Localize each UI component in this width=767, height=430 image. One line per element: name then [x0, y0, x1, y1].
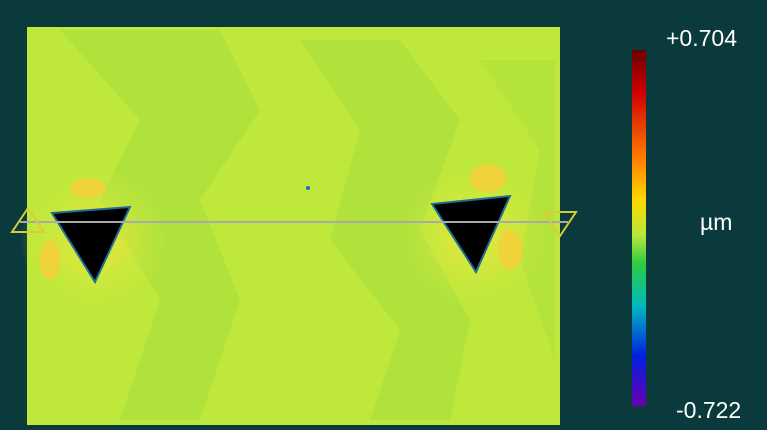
- height-map: [10, 27, 578, 425]
- color-scale: [632, 50, 646, 406]
- scale-max: +0.704: [666, 25, 737, 51]
- scale-unit: µm: [700, 209, 732, 235]
- scale-min: -0.722: [676, 397, 741, 423]
